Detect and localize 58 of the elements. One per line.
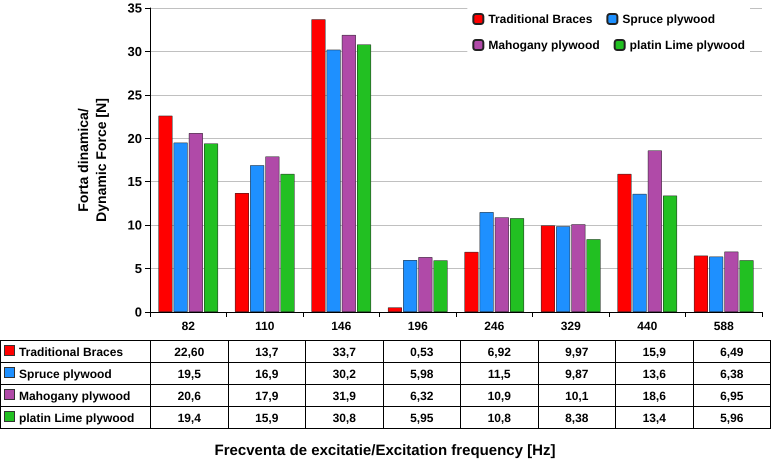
- y-tick-label: 10: [128, 218, 142, 233]
- data-label: 9,87: [538, 362, 616, 384]
- text: Mahogany plywood: [19, 388, 130, 402]
- x-tick-label: 146: [331, 319, 352, 333]
- data-label: 6,95: [693, 384, 770, 406]
- x-tick-label: 196: [408, 319, 428, 333]
- legend-label: Traditional Braces: [488, 12, 593, 26]
- x-tick-label: 588: [714, 319, 734, 333]
- y-tick-label: 20: [128, 130, 142, 146]
- data-label: 30,2: [306, 362, 383, 384]
- data-label: 15,9: [616, 340, 693, 362]
- data-label: 13,7: [228, 340, 306, 362]
- x-tick-label: 82: [182, 319, 196, 333]
- data-label: 31,9: [306, 384, 383, 406]
- data-label: 5,96: [693, 406, 770, 428]
- legend-label: Mahogany plywood: [488, 38, 600, 52]
- data-label: 10,1: [538, 384, 616, 406]
- legend-label: Spruce plywood: [622, 12, 716, 26]
- data-label: 13,4: [616, 406, 693, 428]
- data-label: 30,8: [306, 406, 383, 428]
- data-label: 9,97: [538, 340, 616, 362]
- data-label: 10,9: [460, 384, 538, 406]
- data-label: 6,32: [383, 384, 460, 406]
- y-tick-label: 15: [128, 174, 142, 190]
- y-tick-label: 5: [134, 261, 142, 276]
- text: platin Lime plywood: [19, 410, 134, 424]
- data-label: 6,92: [460, 340, 538, 362]
- data-label: 6,49: [693, 340, 770, 362]
- legend-label: platin Lime plywood: [630, 38, 746, 52]
- data-label: 15,9: [228, 406, 306, 428]
- x-tick-label: 329: [560, 319, 582, 333]
- x-tick-label: 246: [484, 319, 505, 333]
- data-label: 18,6: [616, 384, 693, 406]
- data-label: 20,6: [150, 384, 228, 406]
- data-label: 8,38: [538, 406, 616, 428]
- text: Spruce plywood: [19, 366, 112, 380]
- data-label: 0,53: [383, 340, 460, 362]
- data-label: 22,60: [150, 340, 228, 362]
- data-label: 10,8: [460, 406, 538, 428]
- data-label: 19,5: [150, 362, 228, 384]
- y-tick-label: 30: [128, 44, 142, 59]
- data-label: 19,4: [150, 406, 228, 428]
- x-tick-label: 440: [637, 319, 658, 333]
- data-label: 5,98: [383, 362, 460, 384]
- data-label: 16,9: [228, 362, 306, 384]
- text: Traditional Braces: [19, 344, 124, 358]
- data-label: 11,5: [460, 362, 538, 384]
- data-label: 17,9: [228, 384, 306, 406]
- data-label: 13,6: [616, 362, 693, 384]
- y-axis-title: Forta dinamica/ Dynamic Force [N]: [75, 98, 109, 222]
- y-tick-label: 35: [128, 0, 142, 16]
- data-label: 33,7: [306, 340, 383, 362]
- data-label: 5,95: [383, 406, 460, 428]
- text: Frecventa de excitatie/Excitation frequency [Hz]: [214, 442, 556, 459]
- y-tick-label: 25: [128, 87, 142, 102]
- x-tick-label: 110: [255, 319, 275, 333]
- y-tick-label: 0: [134, 304, 142, 320]
- data-label: 6,38: [693, 362, 770, 384]
